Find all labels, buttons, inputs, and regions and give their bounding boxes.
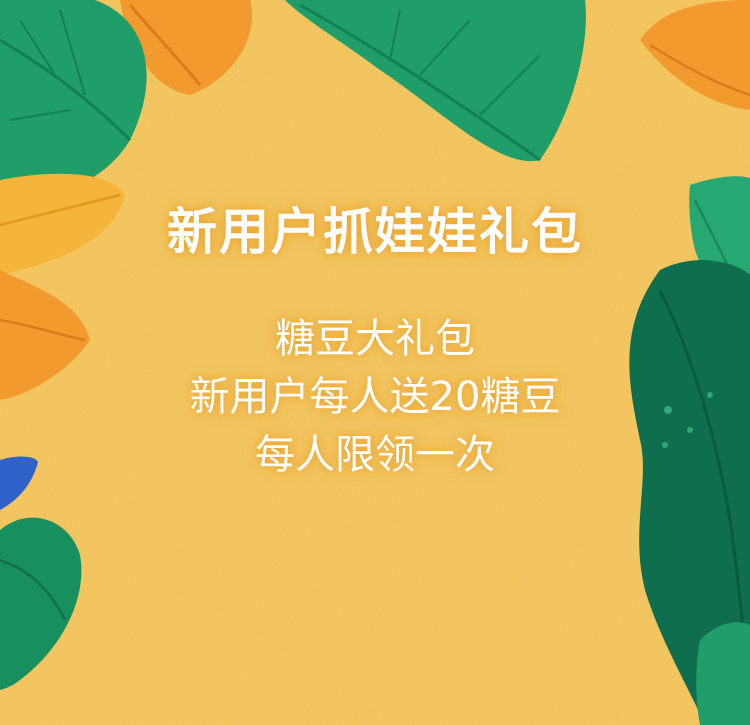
- gift-description: 糖豆大礼包 新用户每人送20糖豆 每人限领一次: [0, 310, 750, 484]
- blue-leaf-left: [0, 456, 38, 510]
- poster-title: 新用户抓娃娃礼包: [167, 203, 583, 261]
- green-leaf-bottom-left: [0, 517, 82, 690]
- orange-leaf-top-left: [120, 0, 252, 95]
- yellow-leaf-left: [0, 173, 125, 275]
- gift-line-new-user-bonus: 新用户每人送20糖豆: [189, 374, 561, 420]
- green-leaf-top-center: [285, 0, 586, 162]
- green-leaf-bottom-right: [696, 622, 750, 725]
- gift-line-limit: 每人限领一次: [255, 432, 495, 478]
- green-leaf-top-left: [0, 0, 147, 210]
- orange-leaf-left: [0, 270, 90, 400]
- orange-leaf-top-right: [640, 0, 750, 110]
- gift-line-package: 糖豆大礼包: [275, 316, 475, 362]
